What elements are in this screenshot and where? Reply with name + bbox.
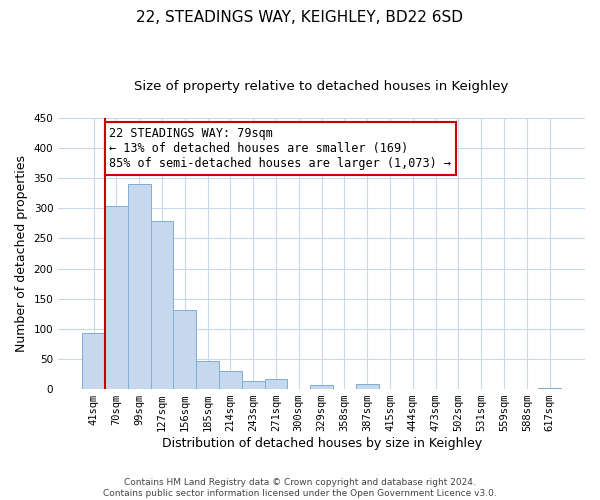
Bar xyxy=(265,380,287,389)
Bar xyxy=(173,310,196,389)
Text: Contains HM Land Registry data © Crown copyright and database right 2024.
Contai: Contains HM Land Registry data © Crown c… xyxy=(103,478,497,498)
Text: 22 STEADINGS WAY: 79sqm
← 13% of detached houses are smaller (169)
85% of semi-d: 22 STEADINGS WAY: 79sqm ← 13% of detache… xyxy=(109,127,451,170)
Text: 22, STEADINGS WAY, KEIGHLEY, BD22 6SD: 22, STEADINGS WAY, KEIGHLEY, BD22 6SD xyxy=(137,10,464,25)
Bar xyxy=(151,222,173,389)
Bar xyxy=(196,362,219,389)
Y-axis label: Number of detached properties: Number of detached properties xyxy=(15,155,28,352)
Bar xyxy=(82,333,105,389)
Bar xyxy=(105,206,128,389)
Bar xyxy=(242,381,265,389)
Title: Size of property relative to detached houses in Keighley: Size of property relative to detached ho… xyxy=(134,80,509,93)
X-axis label: Distribution of detached houses by size in Keighley: Distribution of detached houses by size … xyxy=(161,437,482,450)
Bar xyxy=(538,388,561,389)
Bar xyxy=(356,384,379,389)
Bar xyxy=(128,184,151,389)
Bar xyxy=(310,385,333,389)
Bar xyxy=(219,371,242,389)
